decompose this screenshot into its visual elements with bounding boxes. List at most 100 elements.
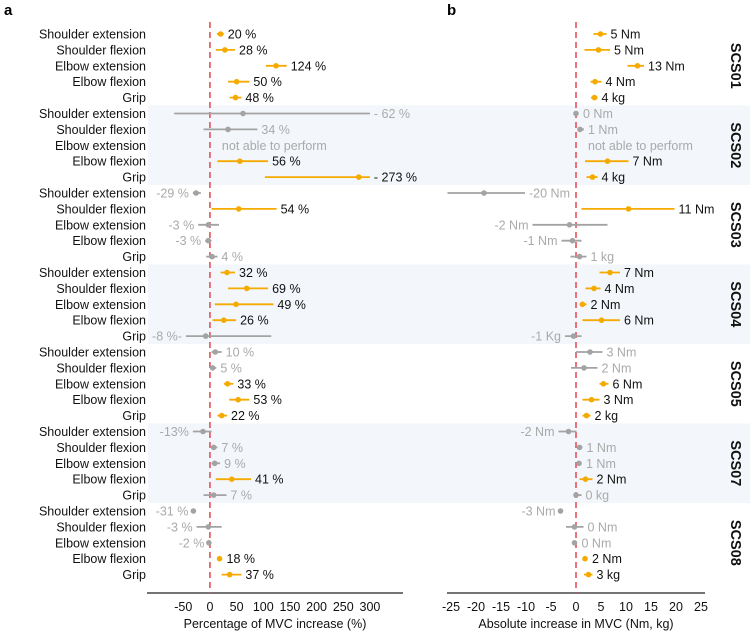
value-label: 20 % <box>228 28 256 42</box>
value-label: 41 % <box>255 473 284 487</box>
point-estimate <box>212 349 219 355</box>
row-label: Grip <box>122 91 146 105</box>
group-shading <box>148 105 750 503</box>
point-estimate <box>209 253 215 260</box>
not-performed-label: not able to perform <box>222 139 327 153</box>
value-label: 2 Nm <box>597 473 627 487</box>
point-estimate <box>591 94 598 101</box>
value-label: 53 % <box>253 393 282 407</box>
point-estimate <box>243 285 250 292</box>
value-label: 26 % <box>240 314 268 328</box>
value-label: -13% <box>160 425 189 439</box>
row-label: Shoulder extension <box>39 107 146 121</box>
point-estimate <box>587 349 593 355</box>
point-estimate <box>573 492 579 498</box>
point-estimate <box>225 126 231 133</box>
row-label: Elbow flexion <box>72 314 146 328</box>
value-label: 4 Nm <box>605 282 635 296</box>
point-estimate <box>209 365 216 371</box>
value-label: 56 % <box>272 155 301 169</box>
point-estimate <box>205 222 212 228</box>
value-label: 2 Nm <box>592 552 622 566</box>
row-label: Shoulder flexion <box>56 441 146 455</box>
row-label: Elbow flexion <box>72 234 146 248</box>
value-label: 5 % <box>220 361 242 375</box>
row-label: Elbow flexion <box>72 75 146 89</box>
panel-label-a: a <box>4 2 13 19</box>
value-label: -3 % <box>167 520 193 534</box>
value-label: 2 Nm <box>602 361 632 375</box>
point-estimate <box>206 540 212 546</box>
point-estimate <box>576 444 583 451</box>
point-estimate <box>200 428 206 435</box>
point-estimate <box>591 285 597 292</box>
row-label: Grip <box>122 250 146 264</box>
group-label-scs01: SCS01 <box>727 43 743 89</box>
point-estimate <box>205 237 212 244</box>
x-axis-title: Percentage of MVC increase (%) <box>184 617 367 631</box>
group-band-scs02 <box>148 105 750 185</box>
point-estimate <box>222 47 228 53</box>
point-estimate <box>571 540 578 546</box>
x-tick-label: 20 <box>669 600 683 614</box>
value-label: 0 Nm <box>583 107 613 121</box>
row-label: Elbow flexion <box>72 393 146 407</box>
point-estimate <box>210 444 217 451</box>
point-estimate <box>573 110 579 117</box>
value-label: 22 % <box>231 409 260 423</box>
row-label: Elbow extension <box>55 536 146 550</box>
point-estimate <box>625 206 632 212</box>
value-label: 6 Nm <box>624 314 654 328</box>
row-label: Shoulder flexion <box>56 520 146 534</box>
point-estimate <box>597 31 604 37</box>
point-estimate <box>582 476 589 483</box>
value-label: 5 Nm <box>611 28 641 42</box>
group-label-scs07: SCS07 <box>727 440 743 486</box>
x-tick-label: 300 <box>360 600 381 614</box>
value-label: 37 % <box>245 568 274 582</box>
x-tick-label: 250 <box>333 600 354 614</box>
x-tick-label: -20 <box>467 600 485 614</box>
row-label: Shoulder flexion <box>56 43 146 57</box>
point-estimate <box>600 381 607 387</box>
row-label: Elbow extension <box>55 218 146 232</box>
panel-b-plot: -25 -20 -15 -10 -5 0 5 10 15 20 25 Absolute increas… <box>442 22 714 631</box>
x-tick-label: 25 <box>694 600 708 614</box>
point-estimate <box>224 269 230 276</box>
row-label: Grip <box>122 568 146 582</box>
point-estimate <box>592 78 598 85</box>
row-label: Elbow extension <box>55 457 146 471</box>
value-label: 7 Nm <box>624 266 654 280</box>
row-label: Grip <box>122 409 146 423</box>
value-label: 0 Nm <box>588 520 618 534</box>
row-label: Elbow extension <box>55 139 146 153</box>
value-label: 2 kg <box>595 409 619 423</box>
x-tick-label: 0 <box>206 600 213 614</box>
value-label: 10 % <box>226 346 255 360</box>
point-estimate <box>190 508 197 514</box>
point-estimate <box>576 253 583 260</box>
x-tick-label: 150 <box>280 600 301 614</box>
value-label: -1 Kg <box>531 330 561 344</box>
point-estimate <box>202 333 209 339</box>
x-tick-label: 5 <box>598 600 605 614</box>
x-tick-label: -50 <box>174 600 192 614</box>
point-estimate <box>273 63 279 69</box>
point-estimate <box>582 555 588 562</box>
value-label: 28 % <box>239 43 268 57</box>
value-label: 7 % <box>230 489 252 503</box>
group-label-scs08: SCS08 <box>727 520 743 566</box>
value-label: 4 kg <box>602 171 626 185</box>
x-tick-label: 50 <box>230 600 244 614</box>
point-estimate <box>232 94 239 101</box>
value-label: -29 % <box>156 187 189 201</box>
point-estimate <box>233 78 240 85</box>
value-label: 33 % <box>237 377 266 391</box>
point-estimate <box>577 126 583 133</box>
value-label: 2 Nm <box>591 298 621 312</box>
group-band-scs07 <box>148 423 750 503</box>
x-tick-label: -10 <box>517 600 535 614</box>
point-estimate <box>585 571 592 578</box>
point-estimate <box>634 63 641 69</box>
